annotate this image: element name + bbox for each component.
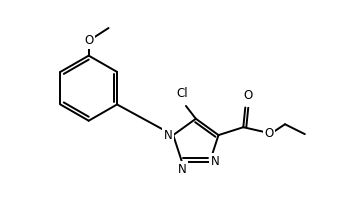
Text: O: O (84, 34, 93, 47)
Text: N: N (164, 129, 172, 142)
Text: N: N (211, 155, 219, 168)
Text: Cl: Cl (176, 87, 188, 100)
Text: N: N (177, 163, 186, 176)
Text: O: O (264, 127, 274, 140)
Text: O: O (244, 88, 253, 102)
